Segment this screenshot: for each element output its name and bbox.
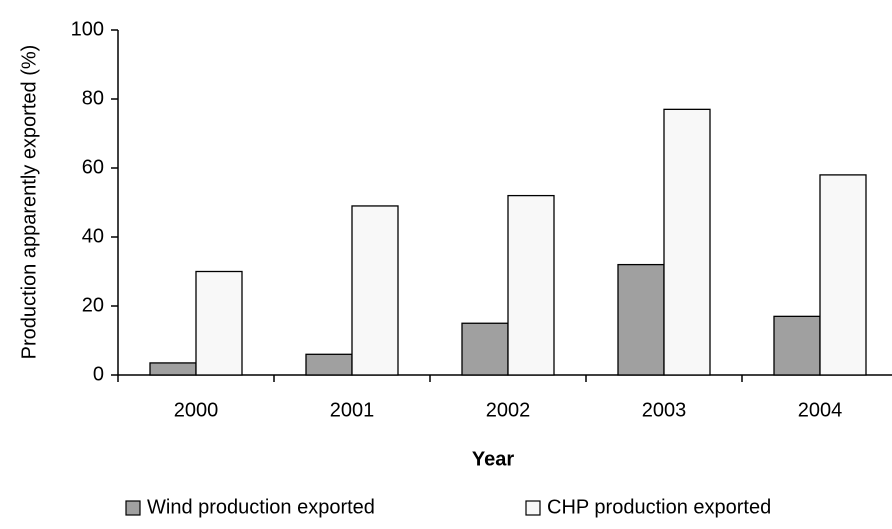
y-tick-label: 100: [71, 18, 104, 40]
bar: [507, 194, 555, 376]
bar: [149, 362, 197, 376]
y-tick-label: 0: [93, 363, 104, 385]
bar: [773, 315, 821, 376]
x-axis-title: Year: [472, 448, 514, 470]
legend-label: Wind production exported: [147, 496, 375, 518]
y-tick-label: 20: [82, 294, 104, 316]
legend-label: CHP production exported: [547, 496, 771, 518]
bar: [305, 353, 353, 376]
bar: [351, 205, 399, 376]
x-tick-label: 2001: [330, 399, 375, 421]
bar: [663, 108, 711, 376]
y-tick-label: 40: [82, 225, 104, 247]
y-tick-label: 60: [82, 156, 104, 178]
bar: [461, 322, 509, 376]
x-tick-label: 2002: [486, 399, 531, 421]
x-tick-label: 2000: [174, 399, 219, 421]
y-axis-title: Production apparently exported (%): [18, 45, 40, 360]
x-tick-label: 2004: [798, 399, 843, 421]
legend-swatch: [525, 500, 541, 516]
y-tick-label: 80: [82, 87, 104, 109]
bar: [195, 270, 243, 376]
legend-swatch: [125, 500, 141, 516]
bar: [819, 174, 867, 376]
bar: [617, 263, 665, 376]
x-tick-label: 2003: [642, 399, 687, 421]
